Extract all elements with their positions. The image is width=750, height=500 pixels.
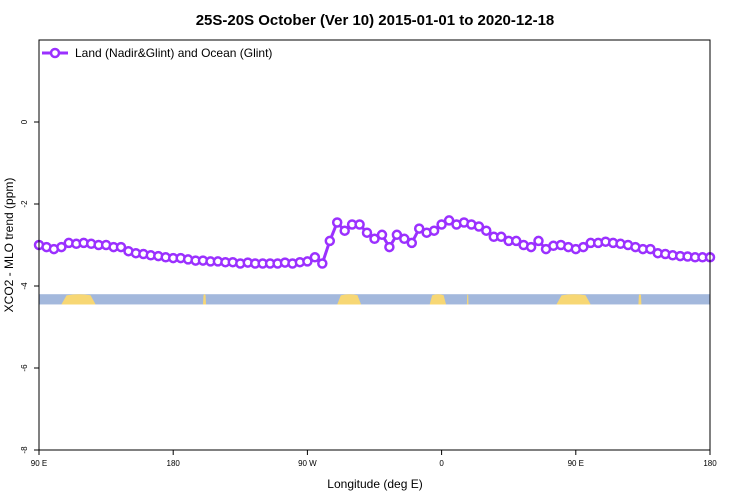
land-segment	[61, 294, 96, 305]
data-point	[376, 229, 388, 241]
data-point	[317, 258, 328, 269]
data-point	[495, 231, 507, 243]
plot-area	[33, 215, 716, 305]
legend-marker	[49, 47, 61, 59]
data-point	[324, 235, 336, 247]
ocean-strip	[39, 294, 710, 305]
land-segment	[203, 294, 207, 305]
y-tick-label: 0	[20, 119, 29, 124]
chart-title: 25S-20S October (Ver 10) 2015-01-01 to 2…	[196, 12, 555, 29]
legend: Land (Nadir&Glint) and Ocean (Glint)	[42, 46, 272, 60]
y-axis: 0 -2 -4 -6 -8	[20, 119, 39, 454]
data-point	[331, 217, 343, 228]
x-tick-label: 0	[439, 459, 444, 468]
data-point	[533, 235, 544, 247]
data-point	[354, 219, 365, 230]
data-point	[481, 225, 492, 236]
data-point	[115, 241, 127, 253]
data-point	[428, 225, 440, 236]
data-point	[473, 221, 485, 232]
data-point	[578, 241, 589, 253]
land-segment	[638, 294, 642, 305]
x-tick-label: 180	[167, 459, 181, 468]
plot-frame	[38, 39, 711, 451]
data-point	[339, 225, 350, 236]
data-point	[525, 241, 537, 253]
data-point	[56, 241, 67, 253]
data-point	[443, 215, 455, 226]
data-point	[369, 233, 380, 245]
x-axis: 90 E 180 90 W 0 90 E 180	[31, 450, 717, 468]
land-segment	[556, 294, 591, 305]
y-tick-label: -6	[20, 364, 29, 372]
data-point	[399, 233, 410, 245]
land-segment	[337, 294, 362, 305]
data-point	[384, 241, 395, 253]
x-tick-label: 180	[703, 459, 717, 468]
land-segment	[429, 294, 447, 305]
y-tick-label: -4	[20, 282, 29, 290]
land-segment	[466, 294, 469, 305]
y-axis-label: XCO2 - MLO trend (ppm)	[2, 178, 16, 313]
data-point	[413, 223, 425, 234]
x-axis-label: Longitude (deg E)	[327, 477, 422, 491]
y-tick-label: -8	[20, 446, 29, 454]
x-tick-label: 90 W	[298, 459, 317, 468]
y-tick-label: -2	[20, 200, 29, 208]
data-point	[361, 227, 373, 238]
data-point	[302, 256, 313, 267]
data-point	[645, 243, 656, 255]
data-point	[436, 219, 447, 230]
data-point	[406, 237, 418, 249]
data-point	[510, 235, 522, 247]
data-point	[309, 252, 321, 263]
x-tick-label: 90 E	[31, 459, 47, 468]
legend-label: Land (Nadir&Glint) and Ocean (Glint)	[75, 46, 272, 60]
x-tick-label: 90 E	[568, 459, 584, 468]
